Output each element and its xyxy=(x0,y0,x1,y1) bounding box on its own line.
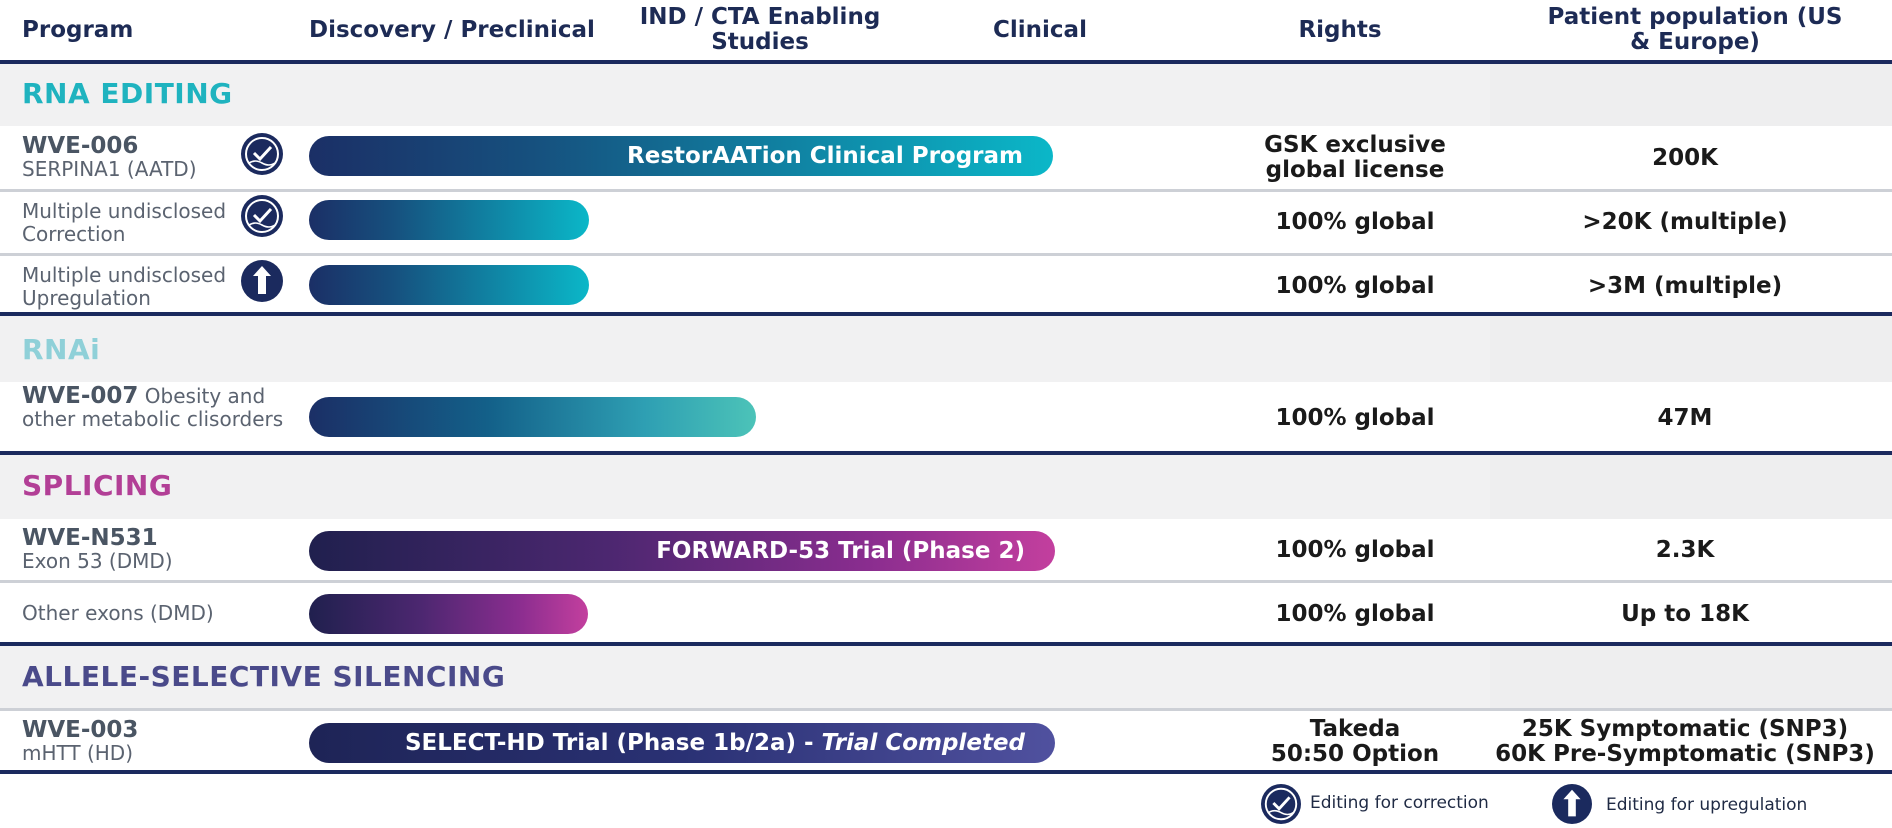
program-code: WVE-003 xyxy=(22,717,139,743)
program-code: WVE-007 xyxy=(22,383,139,409)
editing-upregulation-icon xyxy=(1552,784,1592,824)
program-line2: Upregulation xyxy=(22,286,151,310)
section-title-rnai: RNAi xyxy=(22,333,101,366)
rights-line1: GSK exclusive xyxy=(1264,132,1446,158)
bottom-rule xyxy=(0,770,1892,774)
rights-wve006: GSK exclusive global license xyxy=(1210,133,1500,183)
editing-upregulation-icon xyxy=(241,260,283,302)
rights-line2: 50:50 Option xyxy=(1270,741,1440,767)
section-rule xyxy=(0,312,1892,316)
rights-correction: 100% global xyxy=(1275,209,1435,235)
section-band-splicing xyxy=(0,455,1892,519)
program-line1: Multiple undisclosed xyxy=(22,199,227,223)
row-divider xyxy=(0,253,1892,256)
legend-upregulation: Editing for upregulation xyxy=(1606,795,1808,815)
program-line2: Correction xyxy=(22,222,126,246)
legend-correction: Editing for correction xyxy=(1310,793,1489,813)
program-desc1: Obesity and xyxy=(138,384,266,408)
pipeline-bar-correction xyxy=(309,200,589,240)
header-rights: Rights xyxy=(1298,16,1382,43)
program-wve003: WVE-003 mHTT (HD) xyxy=(22,719,138,765)
editing-correction-icon xyxy=(241,133,283,175)
pipeline-bar-wve003: SELECT-HD Trial (Phase 1b/2a) - Trial Co… xyxy=(309,723,1055,763)
section-rule xyxy=(0,642,1892,646)
rights-upregulation: 100% global xyxy=(1275,273,1435,299)
section-band-silencing xyxy=(0,646,1892,708)
program-desc2: other metabolic clisorders xyxy=(22,407,284,431)
program-desc: Exon 53 (DMD) xyxy=(22,549,173,573)
editing-correction-icon xyxy=(1261,784,1301,824)
population-wve006: 200K xyxy=(1652,145,1718,171)
row-divider xyxy=(0,580,1892,583)
rights-other-exons: 100% global xyxy=(1275,601,1435,627)
pipeline-bar-wven531: FORWARD-53 Trial (Phase 2) xyxy=(309,531,1055,571)
population-wve007: 47M xyxy=(1657,405,1713,431)
program-wve006: WVE-006 SERPINA1 (AATD) xyxy=(22,135,197,181)
population-wven531: 2.3K xyxy=(1655,537,1715,563)
population-line2: 60K Pre-Symptomatic (SNP3) xyxy=(1495,741,1875,767)
population-other-exons: Up to 18K xyxy=(1621,601,1749,627)
program-wven531: WVE-N531 Exon 53 (DMD) xyxy=(22,527,173,573)
population-correction: >20K (multiple) xyxy=(1582,209,1788,235)
section-band-rna-editing xyxy=(0,64,1892,126)
header-clinical: Clinical xyxy=(993,16,1087,43)
program-wve007: WVE-007 Obesity and other metabolic clis… xyxy=(22,385,283,431)
pipeline-bar-wve007 xyxy=(309,397,756,437)
row-divider xyxy=(0,189,1892,192)
header-rule xyxy=(0,60,1892,64)
program-code: WVE-N531 xyxy=(22,525,158,551)
program-upregulation: Multiple undisclosed Upregulation xyxy=(22,264,226,310)
program-other-exons: Other exons (DMD) xyxy=(22,601,214,625)
population-line1: 25K Symptomatic (SNP3) xyxy=(1521,716,1849,742)
rights-wve007: 100% global xyxy=(1275,405,1435,431)
bar-label: SELECT-HD Trial (Phase 1b/2a) - xyxy=(404,730,822,756)
pipeline-bar-other-exons xyxy=(309,594,588,634)
section-rule xyxy=(0,451,1892,455)
editing-correction-icon xyxy=(241,195,283,237)
rights-line1: Takeda xyxy=(1309,716,1401,742)
program-correction: Multiple undisclosed Correction xyxy=(22,200,226,246)
row-divider xyxy=(0,708,1892,711)
program-line1: Multiple undisclosed xyxy=(22,263,227,287)
section-title-rna-editing: RNA EDITING xyxy=(22,77,233,110)
section-title-silencing: ALLELE-SELECTIVE SILENCING xyxy=(22,660,506,693)
header-program: Program xyxy=(22,16,134,43)
bar-label-italic: Trial Completed xyxy=(821,730,1025,756)
rights-wven531: 100% global xyxy=(1275,537,1435,563)
program-desc: mHTT (HD) xyxy=(22,741,134,765)
header-ind: IND / CTA Enabling Studies xyxy=(639,4,881,55)
pipeline-bar-upregulation xyxy=(309,265,589,305)
header-population: Patient population (US & Europe) xyxy=(1547,4,1843,55)
header-discovery: Discovery / Preclinical xyxy=(309,16,595,43)
program-desc: SERPINA1 (AATD) xyxy=(22,157,197,181)
population-wve003: 25K Symptomatic (SNP3) 60K Pre-Symptomat… xyxy=(1490,717,1880,767)
population-upregulation: >3M (multiple) xyxy=(1587,273,1783,299)
rights-wve003: Takeda 50:50 Option xyxy=(1210,717,1500,767)
program-code: WVE-006 xyxy=(22,133,139,159)
pipeline-bar-wve006: RestorAATion Clinical Program xyxy=(309,136,1053,176)
rights-line2: global license xyxy=(1265,157,1445,183)
section-band-rnai xyxy=(0,316,1892,382)
section-title-splicing: SPLICING xyxy=(22,469,173,502)
